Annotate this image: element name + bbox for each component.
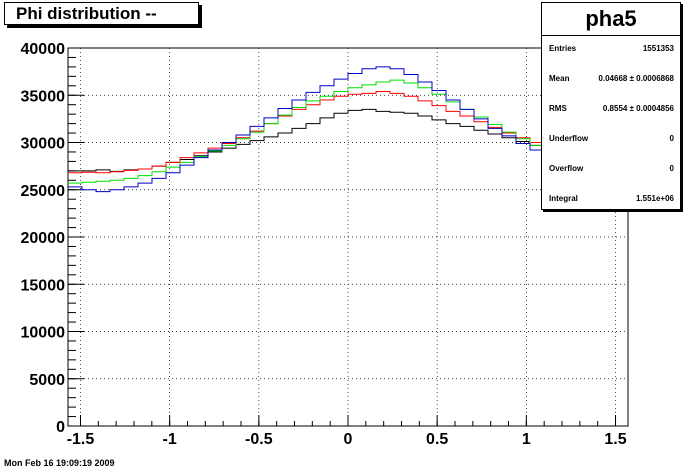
stats-value: 1.551e+06 — [635, 194, 674, 203]
stats-row-rms: RMS 0.8554 ± 0.0004856 — [542, 101, 680, 117]
x-tick-label: 0 — [344, 431, 353, 448]
x-tick-label: 0.5 — [426, 431, 448, 448]
y-tick-label: 20000 — [21, 230, 66, 247]
stats-key: Integral — [549, 194, 578, 203]
y-tick-label: 35000 — [21, 88, 66, 105]
y-tick-label: 10000 — [21, 325, 66, 342]
stats-key: Overflow — [549, 164, 584, 173]
timestamp-footer: Mon Feb 16 19:09:19 2009 — [4, 458, 115, 468]
x-tick-label: -1 — [163, 431, 177, 448]
histogram-series-line — [68, 66, 628, 193]
stats-value: 0.04668 ± 0.0006868 — [598, 74, 674, 83]
stats-histogram-name: pha5 — [542, 3, 680, 36]
y-tick-label: 5000 — [29, 372, 65, 389]
stats-value: 0.8554 ± 0.0004856 — [602, 104, 674, 113]
stats-key: Underflow — [549, 134, 589, 143]
stats-row-entries: Entries 1551353 — [542, 41, 680, 57]
tick-labels: -1.5 -1 -0.5 0 0.5 1 1.5 0 5000 10000 15000 20000 25… — [21, 41, 627, 448]
stats-row-mean: Mean 0.04668 ± 0.0006868 — [542, 71, 680, 87]
stats-key: Entries — [549, 44, 577, 53]
x-tick-label: -0.5 — [245, 431, 273, 448]
x-tick-label: 1 — [522, 431, 531, 448]
stats-box: pha5 Entries 1551353 Mean 0.04668 ± 0.00… — [541, 2, 681, 210]
stats-value: 0 — [669, 134, 674, 143]
stats-value: 0 — [669, 164, 674, 173]
y-tick-label: 15000 — [21, 277, 66, 294]
stats-row-overflow: Overflow 0 — [542, 161, 680, 177]
stats-key: RMS — [549, 104, 567, 113]
histogram-series — [68, 66, 628, 193]
axis-ticks — [68, 47, 617, 427]
y-tick-label: 30000 — [21, 136, 66, 153]
y-tick-label: 25000 — [21, 183, 66, 200]
stats-row-integral: Integral 1.551e+06 — [542, 191, 680, 207]
stats-row-underflow: Underflow 0 — [542, 131, 680, 147]
x-tick-label: 1.5 — [604, 431, 626, 448]
y-tick-label: 0 — [56, 419, 65, 436]
x-tick-label: -1.5 — [67, 431, 95, 448]
stats-value: 1551353 — [642, 44, 674, 53]
plot-title: Phi distribution -- — [4, 2, 199, 25]
stats-key: Mean — [549, 74, 570, 83]
y-tick-label: 40000 — [21, 41, 66, 58]
